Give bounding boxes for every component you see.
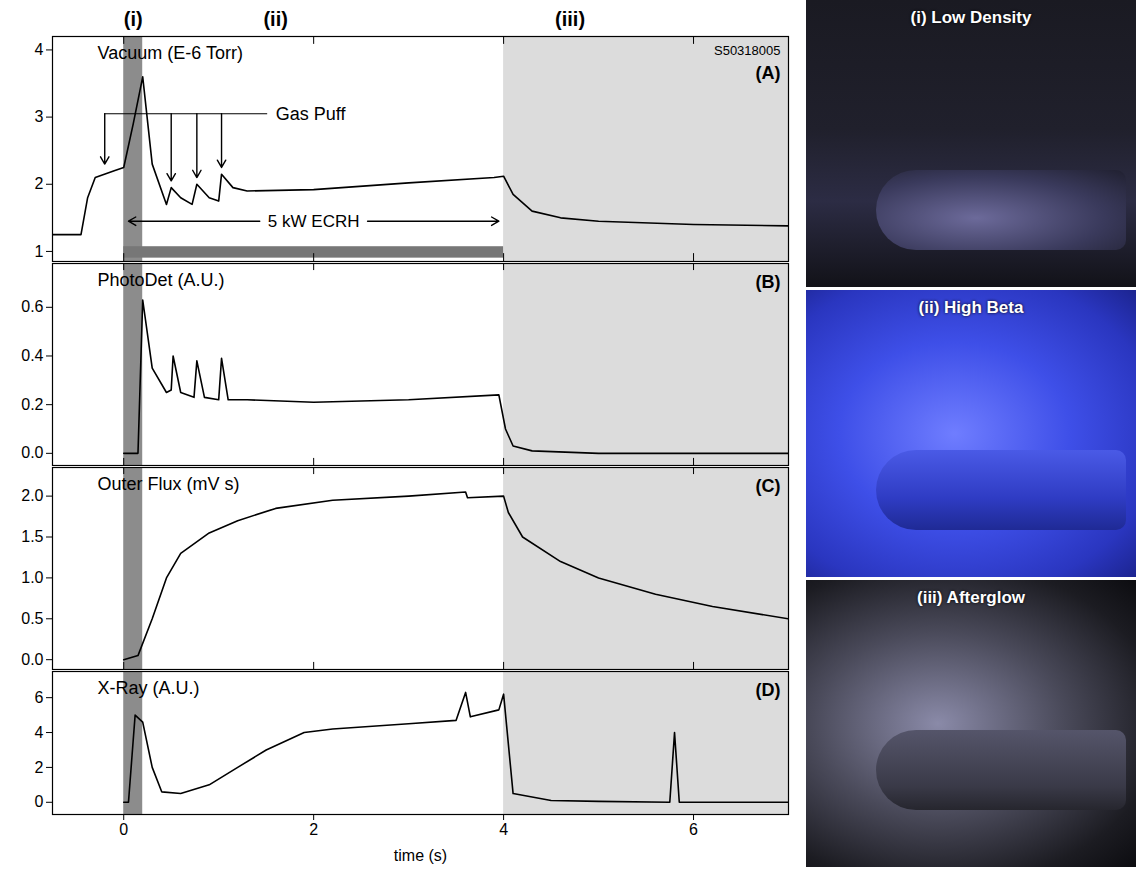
svg-text:2: 2: [35, 175, 44, 192]
svg-text:Gas Puff: Gas Puff: [276, 103, 347, 123]
svg-text:6: 6: [689, 821, 698, 838]
svg-text:(iii): (iii): [555, 8, 585, 30]
svg-text:S50318005: S50318005: [714, 43, 781, 58]
svg-text:1.0: 1.0: [21, 569, 43, 586]
svg-text:0.6: 0.6: [21, 298, 43, 315]
svg-text:0: 0: [119, 821, 128, 838]
svg-text:X-Ray (A.U.): X-Ray (A.U.): [98, 678, 200, 698]
svg-text:(C): (C): [756, 476, 781, 496]
svg-text:1.5: 1.5: [21, 528, 43, 545]
svg-text:0.4: 0.4: [21, 347, 43, 364]
svg-text:2.0: 2.0: [21, 487, 43, 504]
svg-text:Outer Flux (mV s): Outer Flux (mV s): [98, 474, 240, 494]
svg-text:0.0: 0.0: [21, 444, 43, 461]
svg-text:2: 2: [309, 821, 318, 838]
html-text:(iii) Afterglow: (iii) Afterglow: [917, 588, 1025, 607]
svg-text:4: 4: [35, 41, 44, 58]
svg-text:4: 4: [499, 821, 508, 838]
svg-text:PhotoDet (A.U.): PhotoDet (A.U.): [98, 270, 225, 290]
html-text:(i) Low Density: (i) Low Density: [910, 8, 1032, 27]
svg-text:5 kW ECRH: 5 kW ECRH: [268, 212, 360, 231]
svg-text:(ii): (ii): [263, 8, 287, 30]
svg-text:(B): (B): [756, 272, 781, 292]
svg-text:6: 6: [35, 689, 44, 706]
svg-text:0.2: 0.2: [21, 396, 43, 413]
svg-text:0: 0: [35, 793, 44, 810]
svg-text:(i): (i): [124, 8, 143, 30]
svg-text:3: 3: [35, 108, 44, 125]
svg-text:Vacuum (E-6 Torr): Vacuum (E-6 Torr): [98, 43, 243, 63]
svg-text:0.5: 0.5: [21, 610, 43, 627]
svg-text:1: 1: [35, 243, 44, 260]
svg-text:2: 2: [35, 759, 44, 776]
svg-text:(A): (A): [756, 63, 781, 83]
svg-text:0.0: 0.0: [21, 651, 43, 668]
svg-text:time (s): time (s): [394, 847, 447, 864]
svg-text:4: 4: [35, 724, 44, 741]
html-text:(ii) High Beta: (ii) High Beta: [918, 298, 1024, 317]
svg-text:(D): (D): [756, 680, 781, 700]
